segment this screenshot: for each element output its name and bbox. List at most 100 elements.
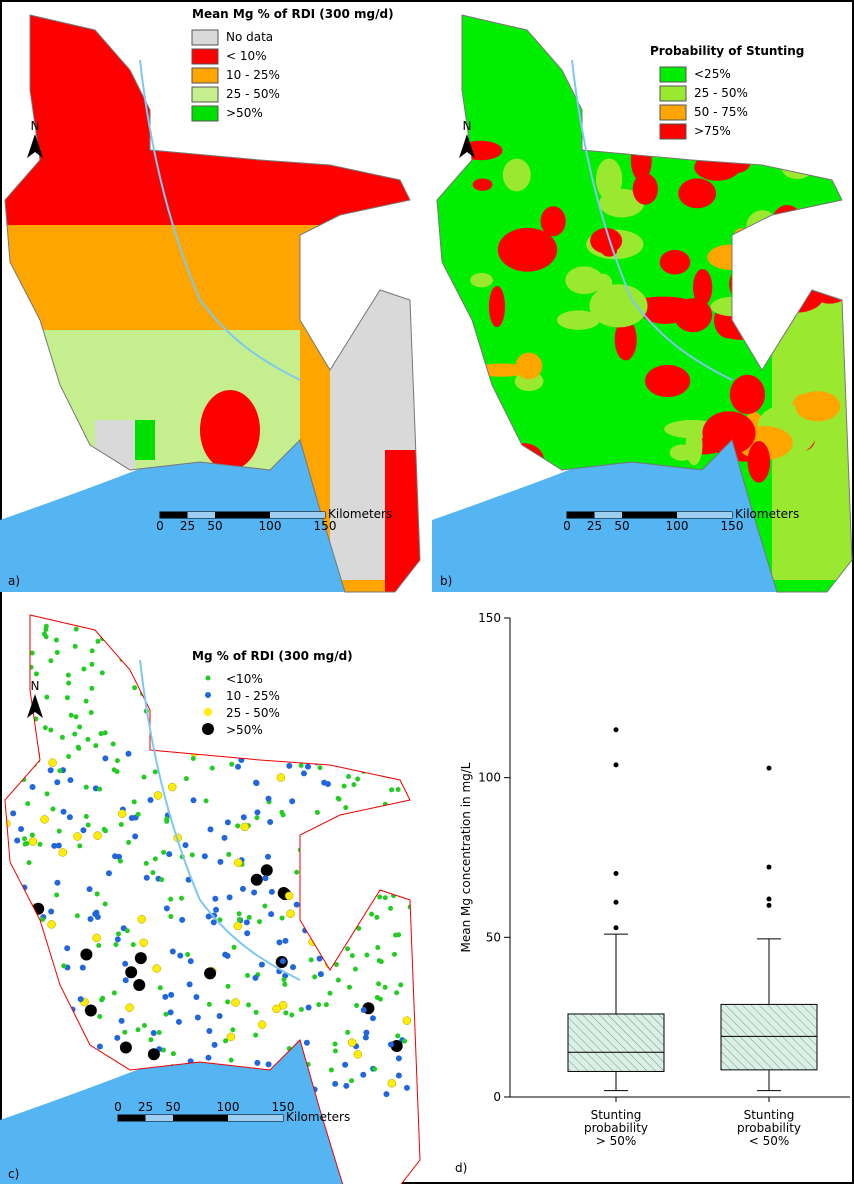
sample-dot: [66, 673, 71, 678]
sample-dot: [211, 619, 216, 624]
sample-dot: [149, 651, 154, 656]
sample-dot: [9, 643, 14, 648]
sample-dot: [321, 780, 327, 786]
sample-dot: [179, 917, 185, 923]
legend-label: < 10%: [226, 49, 267, 63]
sample-dot: [142, 1023, 147, 1028]
sample-dot: [54, 638, 59, 643]
region: [723, 144, 752, 173]
sample-dot: [254, 1060, 260, 1066]
region: [498, 228, 557, 272]
sample-dot: [363, 1034, 369, 1040]
sample-dot: [333, 1048, 338, 1053]
sample-dot: [399, 752, 404, 757]
sample-dot: [7, 677, 12, 682]
sample-dot: [163, 706, 168, 711]
sample-dot: [357, 699, 362, 704]
sample-dot: [253, 1033, 258, 1038]
sample-dot: [388, 1042, 394, 1048]
sample-dot: [61, 963, 66, 968]
sample-dot: [158, 985, 163, 990]
sample-dot: [147, 667, 152, 672]
sample-dot: [395, 745, 400, 750]
sample-dot: [21, 975, 26, 980]
region: [785, 267, 832, 287]
sample-dot: [17, 1027, 22, 1032]
region: [678, 178, 716, 208]
sample-dot: [351, 782, 356, 787]
sample-dot: [207, 701, 212, 706]
sample-dot: [268, 911, 274, 917]
sample-dot: [309, 844, 317, 852]
sample-dot: [48, 658, 53, 663]
sample-dot: [168, 783, 176, 791]
sample-dot: [304, 1040, 310, 1046]
sample-dot: [304, 878, 310, 884]
sample-dot: [241, 823, 249, 831]
sample-dot: [348, 923, 353, 928]
sample-dot: [46, 960, 52, 966]
map-panel: Mg % of RDI (300 mg/d)<10%10 - 25%25 - 5…: [0, 600, 430, 1184]
sample-dot: [17, 904, 22, 909]
x-tick-label: Stuntingprobability> 50%: [584, 1108, 648, 1148]
sample-dot: [410, 711, 415, 716]
legend-title: Mg % of RDI (300 mg/d): [192, 649, 353, 663]
sample-dot: [273, 1005, 281, 1013]
sample-dot: [188, 958, 194, 964]
scale-tick-label: 0: [563, 519, 571, 533]
sample-dot: [60, 735, 65, 740]
sample-dot: [348, 910, 353, 915]
sample-dot: [99, 997, 104, 1002]
panel-label: b): [440, 574, 452, 588]
sample-dot: [98, 731, 103, 736]
sample-dot: [244, 930, 250, 936]
sample-dot: [125, 928, 130, 933]
sample-dot: [162, 994, 168, 1000]
sample-dot: [25, 975, 30, 980]
legend-swatch: [202, 723, 214, 735]
sample-dot: [25, 946, 37, 958]
legend-label: 50 - 75%: [694, 105, 748, 119]
sample-dot: [87, 886, 93, 892]
sample-dot: [396, 1055, 402, 1061]
sample-dot: [86, 822, 91, 827]
sample-dot: [277, 774, 285, 782]
legend-title: Probability of Stunting: [650, 44, 804, 58]
scale-tick-label: 25: [180, 519, 195, 533]
sample-dot: [193, 994, 199, 1000]
sample-dot: [398, 982, 403, 987]
y-tick-label: 50: [486, 930, 501, 944]
sample-dot: [237, 911, 242, 916]
sample-dot: [10, 810, 16, 816]
north-label: N: [31, 679, 40, 693]
sample-dot: [97, 1043, 103, 1049]
sample-dot: [111, 742, 116, 747]
sample-dot: [18, 676, 23, 681]
sample-dot: [336, 727, 341, 732]
sample-dot: [214, 750, 219, 755]
figure: Mean Mg % of RDI (300 mg/d)No data< 10%1…: [0, 0, 854, 1184]
north-label: N: [31, 119, 40, 133]
legend-swatch: [192, 49, 218, 64]
sample-dot: [245, 973, 250, 978]
sample-dot: [369, 654, 374, 659]
region: [781, 355, 825, 385]
sample-dot: [159, 877, 164, 882]
sample-dot: [125, 966, 137, 978]
sample-dot: [45, 1053, 51, 1059]
scale-tick-label: 50: [614, 519, 629, 533]
sample-dot: [229, 762, 234, 767]
sample-dot: [168, 1009, 174, 1015]
sample-dot: [240, 886, 246, 892]
region: [448, 379, 495, 414]
sample-dot: [29, 838, 37, 846]
scale-segment: [118, 1115, 146, 1121]
sample-dot: [157, 1030, 162, 1035]
region: [693, 269, 712, 306]
sample-dot: [94, 832, 102, 840]
legend-swatch: [204, 708, 212, 716]
sample-dot: [309, 957, 314, 962]
sample-dot: [354, 1003, 359, 1008]
region: [795, 391, 840, 421]
sample-dot: [190, 629, 195, 634]
